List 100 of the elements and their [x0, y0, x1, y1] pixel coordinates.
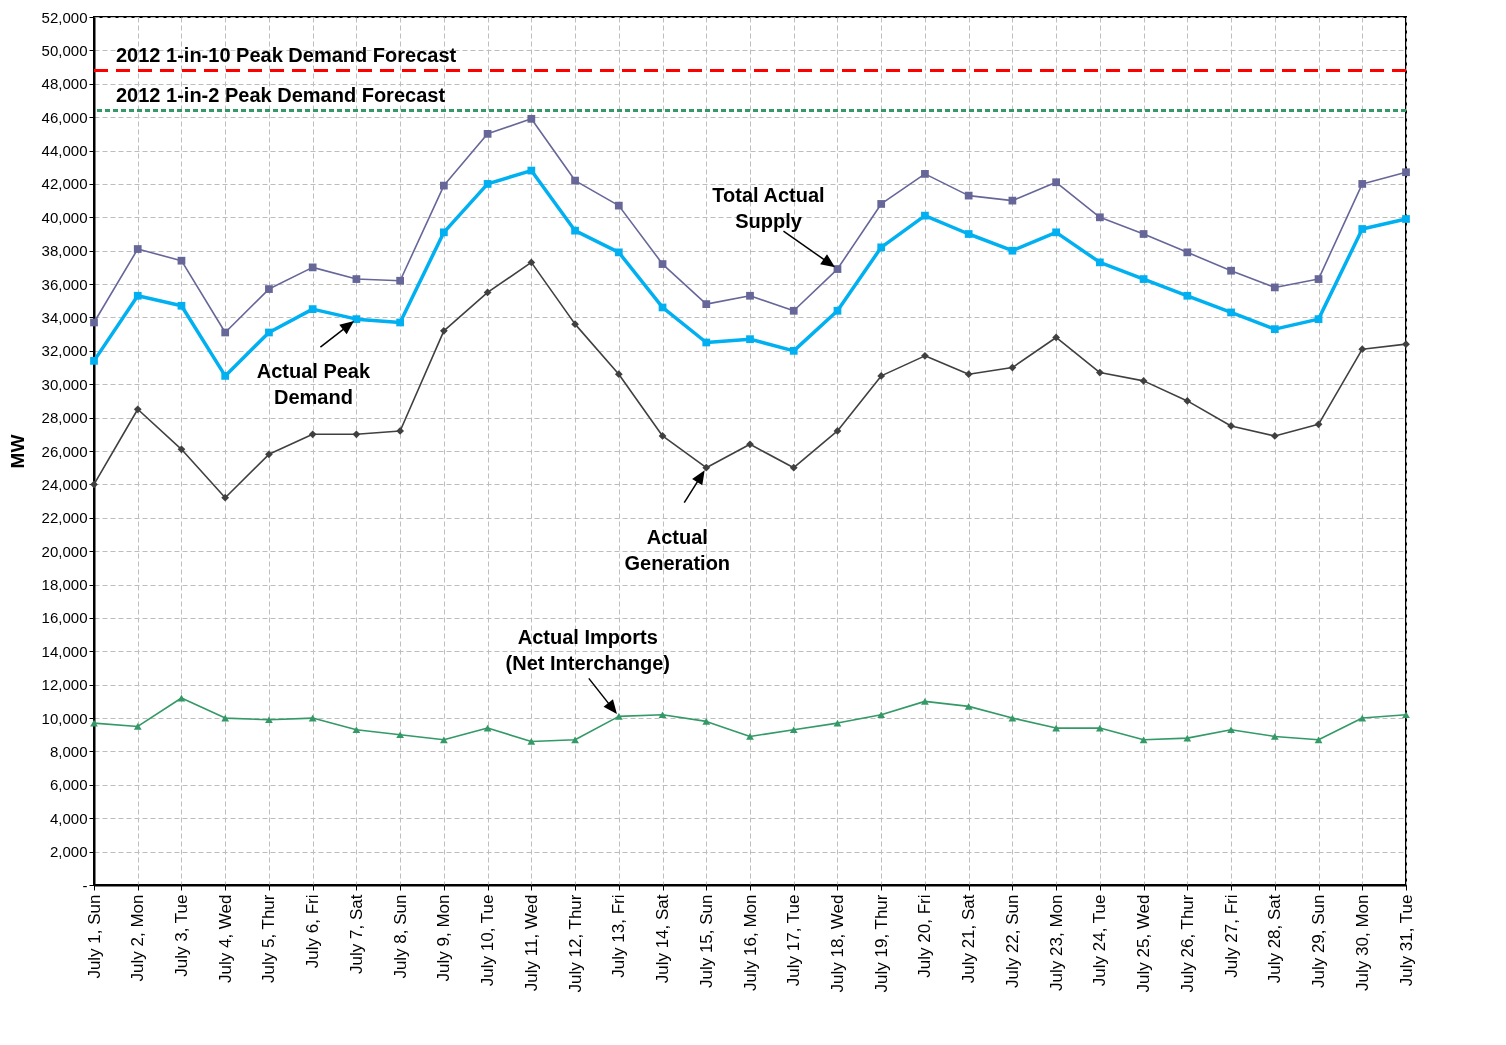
x-tick-label: July 26, Thur — [1177, 894, 1197, 993]
point — [90, 356, 98, 365]
point — [221, 493, 230, 502]
y-tick-label: 36,000 — [41, 275, 88, 293]
point — [658, 432, 667, 440]
point — [352, 430, 361, 439]
x-tick-label: July 28, Sat — [1265, 894, 1285, 984]
point — [746, 291, 754, 300]
series-label: Actual Imports (Net Interchange) — [505, 626, 671, 675]
point — [352, 275, 361, 283]
x-tick-label: July 19, Thur — [871, 894, 891, 993]
point — [877, 243, 886, 252]
x-tick-label: July 12, Thur — [565, 894, 585, 993]
point — [352, 726, 361, 734]
y-tick-label: 46,000 — [41, 108, 88, 126]
x-tick-label: July 17, Tue — [784, 894, 804, 987]
point — [702, 463, 711, 472]
point — [396, 318, 405, 327]
point — [308, 263, 317, 272]
x-tick-label: July 15, Sun — [696, 894, 716, 989]
point — [1139, 377, 1148, 385]
point — [614, 370, 623, 379]
point — [133, 723, 142, 730]
y-tick-label: 18,000 — [41, 576, 88, 594]
point — [1183, 248, 1192, 257]
point — [1095, 368, 1104, 377]
point — [833, 265, 842, 273]
x-tick-label: July 21, Sat — [959, 894, 979, 984]
point — [527, 114, 536, 123]
y-axis-title: MW — [6, 434, 28, 469]
point — [396, 427, 405, 435]
x-tick-label: July 22, Sun — [1002, 894, 1022, 989]
y-tick-label: 24,000 — [41, 475, 88, 493]
point — [833, 427, 842, 435]
point — [1270, 283, 1279, 292]
point — [1227, 266, 1235, 275]
y-tick-label: 30,000 — [41, 375, 88, 393]
point — [746, 440, 754, 449]
point — [921, 351, 929, 360]
y-tick-label: 28,000 — [41, 409, 88, 427]
y-tick-label: 4,000 — [49, 809, 88, 827]
point — [483, 129, 492, 138]
point — [614, 713, 623, 720]
point — [527, 166, 536, 175]
x-tick-label: July 30, Mon — [1352, 894, 1372, 991]
point — [396, 276, 405, 285]
point — [1052, 333, 1061, 342]
point — [571, 176, 579, 185]
point — [133, 291, 142, 300]
x-tick-label: July 4, Wed — [215, 894, 235, 984]
point — [789, 346, 798, 355]
point — [483, 288, 492, 297]
point — [658, 260, 667, 268]
point — [527, 738, 536, 745]
y-tick-label: 44,000 — [41, 142, 88, 160]
point — [1402, 215, 1410, 223]
y-tick-label: - — [82, 876, 88, 894]
point — [1358, 225, 1367, 233]
y-tick-label: 34,000 — [41, 308, 88, 326]
point — [177, 445, 186, 454]
point — [1314, 736, 1323, 744]
point — [921, 211, 929, 220]
point — [614, 201, 623, 210]
y-tick-label: 50,000 — [41, 41, 88, 59]
point — [1139, 230, 1148, 238]
y-tick-label: 16,000 — [41, 609, 88, 627]
point — [308, 305, 317, 313]
point — [702, 300, 711, 308]
x-tick-label: July 13, Fri — [609, 894, 629, 978]
point — [133, 245, 142, 253]
x-tick-label: July 16, Mon — [740, 894, 760, 991]
point — [1402, 711, 1410, 719]
point — [439, 326, 448, 335]
point — [921, 698, 929, 705]
point — [1095, 258, 1104, 267]
point — [746, 733, 754, 740]
point — [177, 301, 186, 310]
point — [1183, 291, 1192, 300]
x-tick-label: July 11, Wed — [521, 894, 541, 992]
point — [1314, 275, 1323, 283]
point — [1402, 168, 1410, 177]
x-tick-label: July 25, Wed — [1134, 894, 1154, 993]
point — [833, 306, 842, 315]
point — [1139, 275, 1148, 283]
point — [964, 370, 973, 379]
point — [1008, 363, 1017, 372]
point — [527, 258, 536, 267]
point — [439, 181, 448, 190]
point — [877, 372, 886, 380]
point — [177, 256, 186, 265]
y-tick-label: 8,000 — [49, 742, 88, 760]
point — [90, 480, 98, 489]
point — [614, 248, 623, 257]
x-tick-label: July 14, Sat — [653, 894, 673, 984]
point — [308, 430, 317, 439]
point — [1358, 345, 1367, 354]
point — [746, 335, 754, 344]
y-tick-label: 22,000 — [41, 509, 88, 527]
point — [1270, 432, 1279, 440]
x-tick-label: July 8, Sun — [390, 894, 410, 979]
